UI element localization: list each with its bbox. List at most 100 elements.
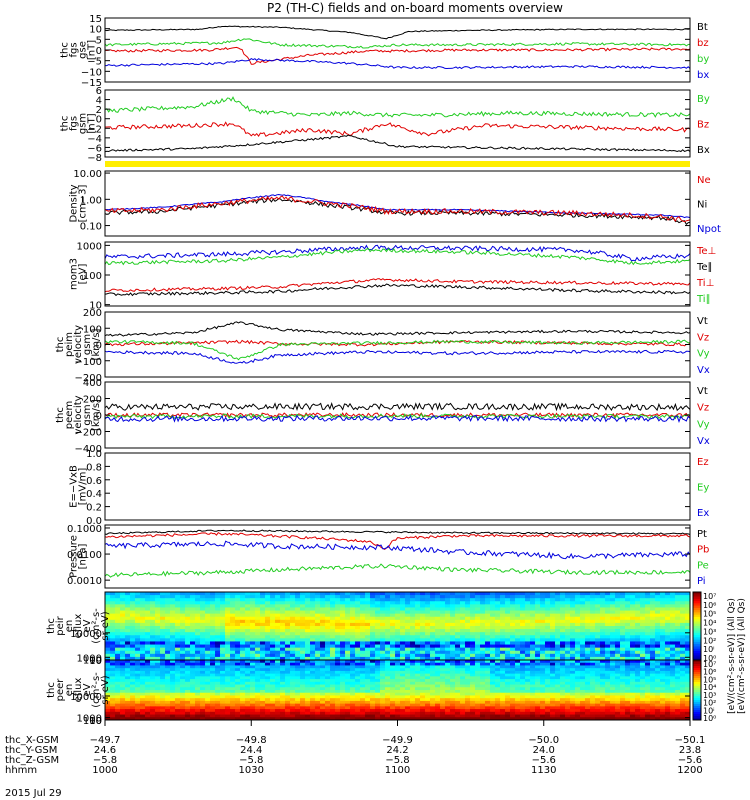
heatmap-cell	[120, 668, 126, 672]
heatmap-cell	[430, 706, 436, 710]
heatmap-cell	[120, 629, 126, 633]
heatmap-cell	[585, 656, 591, 660]
heatmap-cell	[120, 626, 126, 630]
heatmap-cell	[375, 690, 381, 694]
heatmap-cell	[295, 613, 301, 618]
heatmap-cell	[480, 673, 486, 677]
heatmap-cell	[405, 700, 411, 705]
heatmap-cell	[670, 653, 676, 658]
heatmap-cell	[550, 656, 556, 660]
heatmap-cell	[210, 656, 216, 660]
heatmap-cell	[465, 650, 471, 655]
heatmap-cell	[255, 629, 261, 633]
heatmap-cell	[550, 592, 556, 596]
heatmap-cell	[230, 604, 236, 609]
heatmap-cell	[450, 703, 456, 707]
heatmap-cell	[155, 613, 161, 618]
heatmap-cell	[335, 662, 341, 667]
heatmap-cell	[140, 679, 146, 683]
heatmap-cell	[395, 679, 401, 683]
heatmap-cell	[260, 622, 266, 627]
heatmap-cell	[360, 673, 366, 677]
heatmap-cell	[405, 668, 411, 672]
heatmap-cell	[580, 610, 586, 615]
heatmap-cell	[425, 653, 431, 658]
heatmap-cell	[635, 607, 641, 612]
heatmap-cell	[605, 619, 611, 624]
heatmap-cell	[420, 684, 426, 688]
heatmap-cell	[380, 650, 386, 655]
heatmap-cell	[325, 610, 331, 615]
heatmap-cell	[660, 604, 666, 609]
heatmap-cell	[140, 662, 146, 667]
heatmap-cell	[235, 604, 241, 609]
heatmap-cell	[135, 673, 141, 677]
heatmap-cell	[155, 681, 161, 686]
heatmap-cell	[175, 619, 181, 624]
heatmap-cell	[585, 622, 591, 627]
heatmap-cell	[330, 613, 336, 618]
heatmap-cell	[640, 607, 646, 612]
heatmap-cell	[550, 662, 556, 667]
heatmap-cell	[430, 629, 436, 633]
legend-Vt: Vt	[697, 316, 708, 327]
heatmap-cell	[555, 681, 561, 686]
heatmap-cell	[565, 681, 571, 686]
heatmap-cell	[135, 601, 141, 605]
heatmap-cell	[310, 656, 316, 660]
heatmap-cell	[355, 592, 361, 596]
heatmap-cell	[300, 668, 306, 672]
heatmap-cell	[535, 619, 541, 624]
heatmap-cell	[280, 601, 286, 605]
heatmap-cell	[130, 698, 136, 702]
heatmap-cell	[275, 679, 281, 683]
heatmap-cell	[355, 635, 361, 639]
heatmap-cell	[485, 595, 491, 599]
heatmap-cell	[115, 653, 121, 658]
heatmap-cell	[525, 687, 531, 691]
heatmap-cell	[175, 673, 181, 677]
heatmap-cell	[670, 601, 676, 605]
heatmap-cell	[235, 681, 241, 686]
heatmap-cell	[190, 673, 196, 677]
heatmap-cell	[310, 687, 316, 691]
heatmap-cell	[255, 695, 261, 699]
heatmap-cell	[550, 610, 556, 615]
heatmap-cell	[600, 698, 606, 702]
heatmap-cell	[110, 656, 116, 660]
heatmap-cell	[155, 690, 161, 694]
heatmap-cell	[185, 619, 191, 624]
heatmap-cell	[295, 635, 301, 639]
heatmap-cell	[255, 700, 261, 705]
heatmap-cell	[630, 604, 636, 609]
heatmap-cell	[585, 681, 591, 686]
heatmap-cell	[510, 673, 516, 677]
heatmap-cell	[305, 592, 311, 596]
heatmap-cell	[685, 638, 690, 643]
heatmap-cell	[635, 656, 641, 660]
heatmap-cell	[575, 660, 581, 664]
heatmap-cell	[170, 698, 176, 702]
heatmap-cell	[495, 681, 501, 686]
heatmap-cell	[560, 647, 566, 652]
heatmap-cell	[560, 629, 566, 633]
heatmap-cell	[230, 613, 236, 618]
heatmap-cell	[570, 626, 576, 630]
heatmap-cell	[550, 665, 556, 669]
heatmap-cell	[425, 660, 431, 664]
heatmap-cell	[205, 610, 211, 615]
heatmap-cell	[400, 650, 406, 655]
heatmap-cell	[590, 692, 596, 697]
heatmap-cell	[495, 604, 501, 609]
heatmap-cell	[415, 616, 421, 621]
heatmap-cell	[675, 632, 681, 636]
heatmap-cell	[370, 670, 376, 675]
heatmap-cell	[340, 670, 346, 675]
heatmap-cell	[445, 695, 451, 699]
heatmap-cell	[285, 650, 291, 655]
y-tick-label: 0.0	[86, 516, 102, 527]
heatmap-cell	[430, 644, 436, 649]
heatmap-cell	[125, 681, 131, 686]
heatmap-cell	[345, 670, 351, 675]
